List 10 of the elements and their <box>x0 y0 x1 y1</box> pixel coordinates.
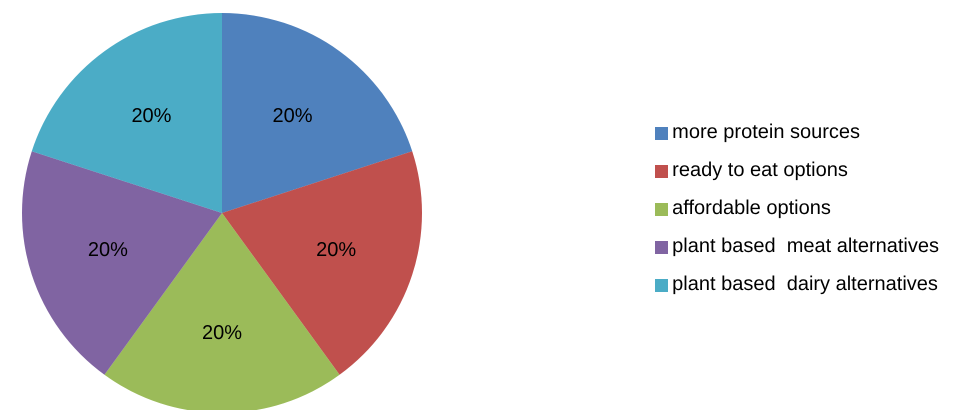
data-label: 20% <box>272 104 313 127</box>
data-label: 20% <box>316 239 356 262</box>
legend-label: more protein sources <box>672 121 860 143</box>
legend-label: plant based dairy alternatives <box>672 273 938 295</box>
data-label: 20% <box>202 322 242 344</box>
data-label: 20% <box>131 104 172 127</box>
legend-label: plant based meat alternatives <box>672 235 939 257</box>
legend-label: affordable options <box>672 197 831 219</box>
data-label: 20% <box>88 239 128 262</box>
legend-label: ready to eat options <box>672 159 848 181</box>
